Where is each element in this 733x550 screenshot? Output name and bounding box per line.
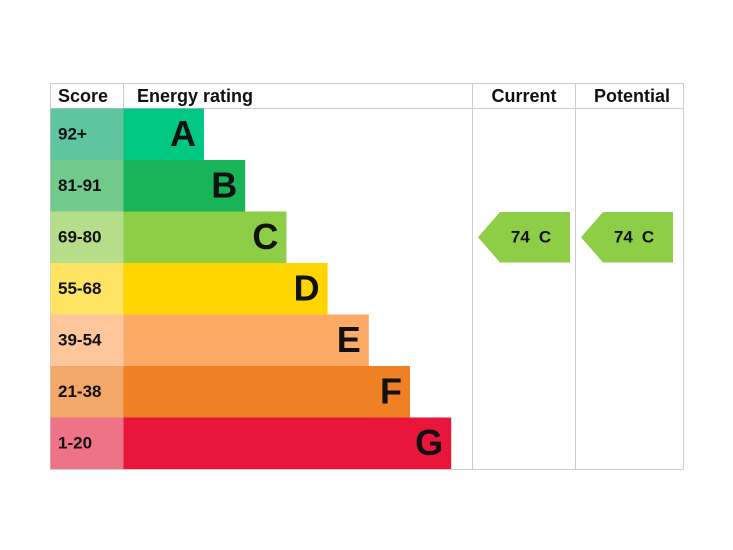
rating-header: Energy rating — [137, 86, 253, 106]
score-header: Score — [58, 86, 108, 106]
score-label: 39-54 — [58, 331, 102, 350]
score-label: 55-68 — [58, 279, 101, 298]
rating-bar — [123, 314, 369, 366]
score-cell — [50, 160, 124, 212]
rating-arrow — [478, 212, 570, 263]
score-cell — [50, 108, 124, 160]
score-cell — [50, 314, 124, 366]
score-label: 1-20 — [58, 434, 92, 453]
score-label: 21-38 — [58, 382, 101, 401]
rating-bar — [123, 263, 328, 315]
rating-letter: F — [380, 370, 402, 411]
potential-header: Potential — [594, 86, 670, 106]
rating-letter: E — [337, 319, 361, 360]
score-cell — [50, 417, 124, 469]
rating-arrow — [581, 212, 673, 263]
rating-letter: B — [211, 164, 237, 205]
rating-bar — [123, 108, 204, 160]
score-cell — [50, 366, 124, 418]
rating-letter: D — [294, 267, 320, 308]
rating-bar — [123, 366, 410, 418]
rating-letter: G — [415, 422, 443, 463]
current-header: Current — [491, 86, 556, 106]
rating-value: 74 C — [511, 228, 551, 247]
score-cell — [50, 211, 124, 263]
rating-bar — [123, 417, 452, 469]
score-cell — [50, 263, 124, 315]
rating-value: 74 C — [614, 228, 654, 247]
rating-letter: A — [170, 113, 196, 154]
rating-number: 74 — [511, 228, 530, 247]
rating-bar — [123, 211, 287, 263]
score-label: 92+ — [58, 125, 87, 144]
score-label: 81-91 — [58, 176, 101, 195]
score-label: 69-80 — [58, 228, 101, 247]
rating-letter: C — [539, 228, 551, 247]
rating-letter: C — [642, 228, 654, 247]
rating-bar — [123, 160, 246, 212]
rating-letter: C — [252, 216, 278, 257]
rating-number: 74 — [614, 228, 633, 247]
